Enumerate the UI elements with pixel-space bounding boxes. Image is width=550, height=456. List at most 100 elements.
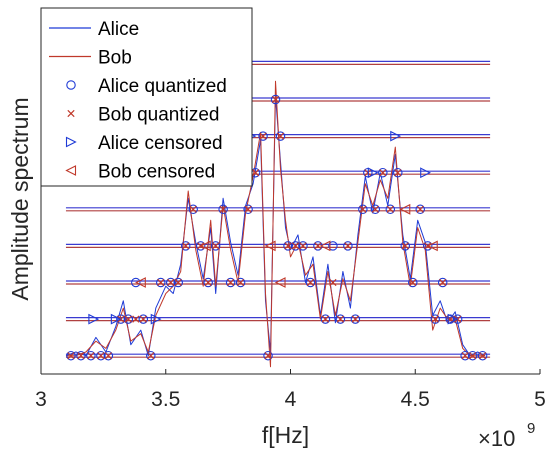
legend-item: Bob quantized <box>67 105 220 126</box>
cross-stroke <box>394 169 402 177</box>
cross-stroke <box>189 205 197 213</box>
bob-quantized-point <box>439 278 447 287</box>
alice-quantized-point <box>422 241 433 251</box>
alice-quantized-point <box>477 350 488 361</box>
cross-stroke <box>271 95 280 104</box>
alice-quantized-point <box>275 131 286 141</box>
bob-quantized-point <box>461 352 469 360</box>
alice-quantized-point <box>156 277 166 288</box>
bob-quantized-point <box>97 352 105 360</box>
alice-quantized-point <box>218 204 228 215</box>
cross-stroke <box>182 242 190 250</box>
alice-quantized-point <box>370 204 381 215</box>
cross-stroke <box>409 278 417 287</box>
bob-censored-point <box>264 240 276 252</box>
cross-stroke <box>67 352 75 360</box>
bob-quantized-point <box>291 242 300 250</box>
bob-quantized-point <box>236 278 245 287</box>
bob-censored-point <box>274 277 286 288</box>
bob-quantized-point <box>351 315 359 323</box>
bob-quantized-point <box>157 278 165 287</box>
alice-quantized-point <box>203 277 213 288</box>
alice-quantized-point <box>258 131 268 141</box>
alice-quantized-point <box>263 350 273 361</box>
cross-stroke <box>329 278 337 287</box>
cross-stroke <box>461 352 469 360</box>
alice-censored-point <box>150 313 162 325</box>
alice-quantized-point <box>210 241 221 251</box>
alice-quantized-point <box>400 241 411 251</box>
legend-label: Bob quantized <box>98 105 220 126</box>
bob-quantized-point <box>212 242 220 250</box>
alice-quantized-point <box>76 350 86 361</box>
alice-quantized-point <box>393 167 403 178</box>
cross-stroke <box>139 315 147 323</box>
legend-box <box>40 7 253 187</box>
alice-quantized-point <box>445 314 455 324</box>
series-line-bob <box>66 80 486 368</box>
bob-quantized-point <box>371 205 379 213</box>
cross-stroke <box>251 169 260 177</box>
bob-quantized-point <box>314 242 322 250</box>
alice-quantized-point <box>138 314 149 324</box>
x-tick-label: 3.5 <box>151 388 180 411</box>
bob-quantized-point <box>189 205 197 213</box>
bob-quantized-point <box>264 352 272 360</box>
x-multiplier-base: ×10 <box>478 426 515 451</box>
bob-quantized-point <box>329 278 337 287</box>
alice-censored-point <box>447 313 459 325</box>
series-lines <box>65 80 486 368</box>
cross-stroke <box>344 242 352 250</box>
cross-stroke <box>236 278 245 287</box>
bob-quantized-point <box>306 278 315 287</box>
bob-quantized-point <box>394 169 402 177</box>
cross-stroke <box>226 278 235 287</box>
alice-quantized-point <box>305 277 316 288</box>
legend-label: Alice censored <box>98 133 223 154</box>
bob-quantized-point <box>124 315 132 323</box>
legend-items: Alice Bob Alice quantized Bob quantized Alic… <box>49 19 227 183</box>
alice-quantized-point <box>195 241 206 251</box>
x-axis-label: f[Hz] <box>262 422 309 448</box>
cross-stroke <box>104 352 112 360</box>
alice-quantized-point <box>467 350 478 361</box>
bob-quantized-point <box>416 205 424 213</box>
bob-quantized-point <box>401 242 409 250</box>
x-multiplier-exponent: 9 <box>527 420 535 437</box>
legend-label: Alice <box>98 19 139 40</box>
alice-quantized-point <box>116 314 126 324</box>
bob-quantized-point <box>299 242 307 250</box>
alice-quantized-point <box>350 314 361 324</box>
bob-quantized-point <box>379 169 387 177</box>
cross-stroke <box>469 352 477 360</box>
markers <box>66 94 488 361</box>
bob-quantized-point <box>386 205 394 213</box>
cross-stroke <box>314 242 322 250</box>
cross-stroke <box>97 352 105 360</box>
bob-quantized-point <box>431 315 439 323</box>
alice-quantized-point <box>320 314 331 324</box>
cross-stroke <box>351 315 359 323</box>
cross-stroke <box>259 132 267 140</box>
bob-quantized-point <box>321 315 330 323</box>
x-axis-multiplier: ×10 9 <box>478 420 535 451</box>
cross-stroke <box>299 242 307 250</box>
bob-quantized-point <box>219 205 227 213</box>
alice-quantized-point <box>408 277 418 288</box>
alice-censored-point <box>88 313 100 325</box>
legend-item: Bob censored <box>65 162 215 183</box>
cross-stroke <box>416 205 424 213</box>
alice-quantized-point <box>328 241 338 251</box>
bob-quantized-point <box>182 242 190 250</box>
alice-quantized-point <box>188 204 198 215</box>
alice-censored-point <box>420 167 431 179</box>
cross-stroke <box>124 315 132 323</box>
x-tick-label: 3 <box>35 388 47 411</box>
alice-quantized-point <box>146 350 156 361</box>
alice-quantized-point <box>270 94 281 105</box>
cross-stroke <box>167 278 175 287</box>
alice-quantized-point <box>165 277 176 288</box>
cross-stroke <box>336 315 345 323</box>
bob-quantized-point <box>251 169 260 177</box>
